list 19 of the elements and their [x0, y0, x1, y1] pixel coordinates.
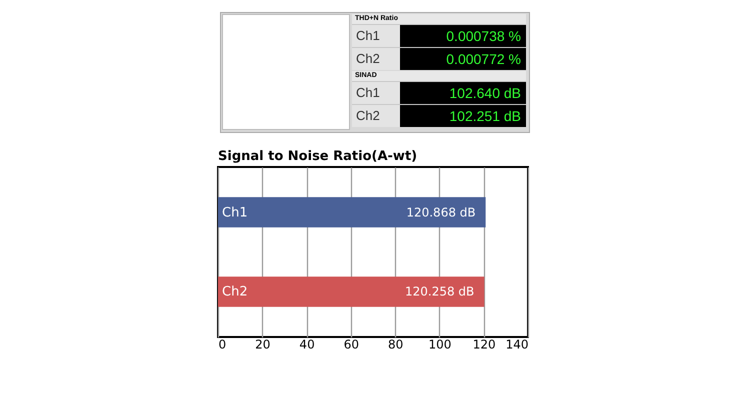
x-tick-label: 40 [299, 338, 315, 352]
x-tick-label: 60 [344, 338, 359, 352]
x-tick-label: 20 [255, 338, 270, 352]
text: 0.000772 % [400, 48, 526, 70]
data-label: 120.258 dB [404, 284, 474, 299]
chart-title: Signal to Noise Ratio(A-wt) [218, 149, 418, 164]
text: Ch1 [352, 24, 400, 46]
x-tick-label: 140 [506, 338, 528, 352]
text: 102.640 dB [400, 82, 526, 104]
x-tick-label: 120 [472, 338, 496, 352]
text: Ch1 [352, 82, 400, 104]
data-label: 120.868 dB [406, 205, 476, 220]
text: 0.000738 % [400, 24, 526, 46]
text: Ch2 [352, 104, 400, 126]
text: Ch2 [352, 48, 400, 70]
text: 102.251 dB [400, 104, 526, 126]
x-tick-label: 0 [218, 338, 226, 352]
x-tick-label: 100 [428, 338, 452, 352]
x-tick-label: 80 [388, 338, 404, 352]
